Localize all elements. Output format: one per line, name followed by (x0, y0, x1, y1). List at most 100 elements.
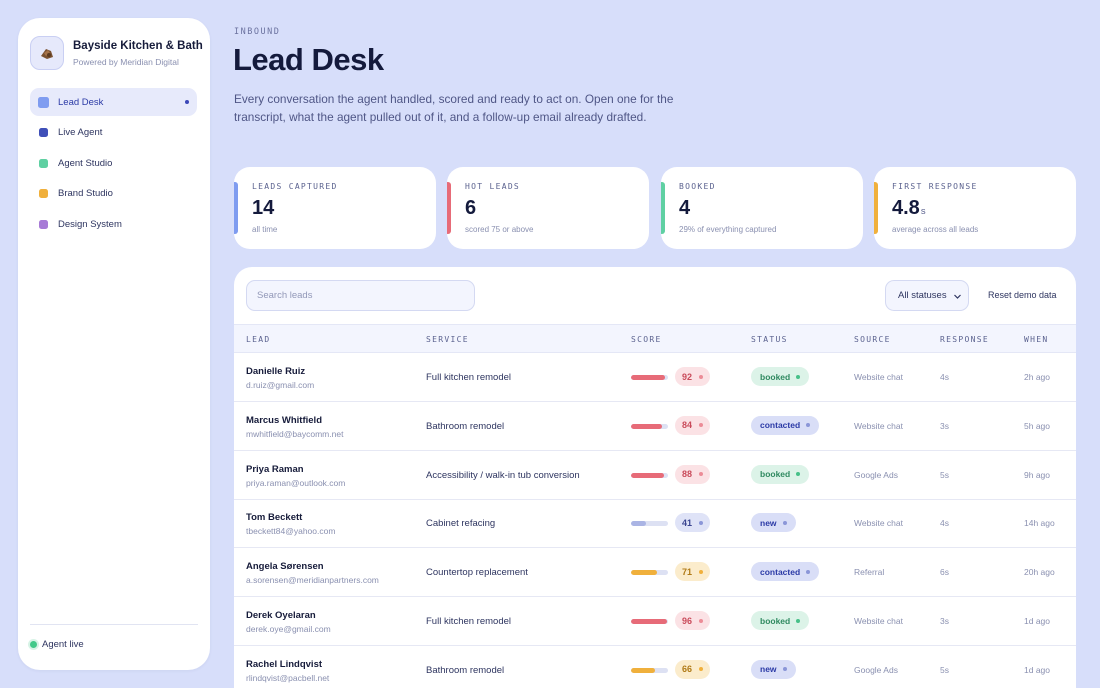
lead-name: Tom Beckett (246, 512, 303, 524)
table-row[interactable]: Rachel Lindqvist rlindqvist@pacbell.net Ba… (234, 646, 1076, 688)
page-eyebrow: INBOUND (234, 27, 281, 37)
score-badge: 96 (675, 611, 710, 630)
lead-email: mwhitfield@baycomm.net (246, 428, 344, 439)
status-filter-select[interactable]: All statuses (885, 280, 969, 311)
column-header-lead[interactable]: LEAD (246, 335, 271, 344)
agent-studio-icon (39, 158, 48, 168)
brand: Bayside Kitchen & Bath Powered by Meridi… (30, 36, 203, 70)
score-value: 96 (682, 615, 693, 626)
lead-when: 9h ago (1024, 469, 1050, 480)
lead-response: 4s (940, 372, 949, 382)
score-badge: 71 (675, 562, 710, 582)
stat-accent-bar (661, 182, 665, 234)
column-header-response[interactable]: RESPONSE (940, 335, 989, 344)
live-agent-icon (39, 128, 48, 137)
lead-service: Bathroom remodel (426, 664, 505, 676)
score-badge: 84 (675, 415, 710, 435)
lead-name: Marcus Whitfield (246, 414, 323, 426)
stat-accent-bar (447, 182, 451, 234)
table-row[interactable]: Tom Beckett tbeckett84@yahoo.com Cabinet r… (234, 499, 1076, 549)
sidebar-item-label: Design System (58, 218, 122, 230)
lead-email: priya.raman@outlook.com (246, 477, 346, 488)
sidebar-divider (30, 624, 198, 625)
stat-number: 4.8 (892, 197, 920, 219)
sidebar-item-lead-desk[interactable]: Lead Desk (30, 88, 197, 116)
lead-response: 5s (940, 664, 949, 675)
status-label: booked (760, 615, 791, 626)
search-input[interactable]: Search leads (246, 280, 475, 311)
lead-response: 6s (940, 567, 949, 578)
agent-status: Agent live (30, 639, 84, 650)
status-badge: contacted (751, 562, 820, 582)
stat-number: 14 (252, 197, 275, 219)
table-row[interactable]: Danielle Ruiz d.ruiz@gmail.com Full kitche… (234, 353, 1076, 402)
sidebar-nav: Lead Desk Live Agent Agent Studio Brand Stu… (30, 88, 197, 241)
score-bar-fill (631, 619, 667, 624)
stat-card: BOOKED 4 29% of everything captured (661, 167, 863, 249)
status-label: new (760, 664, 777, 675)
lead-email: derek.oye@gmail.com (246, 624, 331, 634)
sidebar-item-design-system[interactable]: Design System (30, 210, 197, 238)
brand-logo-icon (30, 36, 64, 70)
score-bar-fill (631, 570, 658, 576)
status-dot-icon (806, 569, 811, 574)
lead-when: 14h ago (1024, 518, 1055, 529)
score-dot-icon (699, 520, 704, 525)
lead-email: d.ruiz@gmail.com (246, 380, 315, 390)
agent-status-label: Agent live (42, 639, 84, 650)
status-badge: booked (751, 611, 810, 630)
score-badge: 88 (675, 464, 710, 484)
stat-note: scored 75 or above (465, 225, 534, 234)
table-row[interactable]: Angela Sørensen a.sorensen@meridianpartne… (234, 548, 1076, 598)
lead-email: tbeckett84@yahoo.com (246, 526, 336, 537)
table-row[interactable]: Marcus Whitfield mwhitfield@baycomm.net Ba… (234, 402, 1076, 451)
score-dot-icon (699, 472, 704, 477)
stat-note: all time (252, 225, 278, 234)
reset-demo-button[interactable]: Reset demo data (988, 290, 1057, 300)
chevron-down-icon (954, 294, 961, 299)
column-header-score[interactable]: SCORE (631, 335, 662, 344)
stat-value: 4 (679, 197, 690, 220)
score-bar-fill (631, 521, 647, 527)
score-bar (631, 570, 668, 576)
score-value: 66 (682, 664, 693, 675)
live-status-icon (30, 641, 37, 648)
lead-when: 5h ago (1024, 420, 1050, 431)
table-row[interactable]: Priya Raman priya.raman@outlook.com Access… (234, 451, 1076, 500)
stat-note: average across all leads (892, 225, 979, 234)
page-title: Lead Desk (233, 42, 384, 77)
sidebar-item-brand-studio[interactable]: Brand Studio (30, 180, 197, 208)
score-badge: 92 (675, 367, 710, 386)
sidebar-item-live-agent[interactable]: Live Agent (30, 119, 197, 147)
status-dot-icon (806, 423, 811, 428)
lead-name: Priya Raman (246, 463, 304, 475)
table-row[interactable]: Derek Oyelaran derek.oye@gmail.com Full ki… (234, 597, 1076, 646)
score-value: 88 (682, 469, 693, 480)
sidebar-item-agent-studio[interactable]: Agent Studio (30, 149, 197, 177)
stat-card: HOT LEADS 6 scored 75 or above (447, 167, 649, 249)
status-badge: booked (751, 367, 810, 386)
score-dot-icon (699, 667, 704, 672)
stat-note: 29% of everything captured (679, 225, 777, 234)
column-header-status[interactable]: STATUS (751, 335, 788, 344)
lead-response: 5s (940, 469, 949, 480)
lead-desk-icon (38, 96, 49, 108)
status-label: contacted (760, 420, 801, 431)
stat-label: FIRST RESPONSE (892, 182, 978, 191)
lead-source: Referral (854, 567, 885, 578)
lead-email: rlindqvist@pacbell.net (246, 672, 330, 683)
lead-source: Website chat (854, 420, 903, 431)
lead-when: 20h ago (1024, 567, 1055, 578)
score-bar-fill (631, 423, 663, 429)
score-value: 84 (682, 420, 693, 431)
stat-number: 6 (465, 197, 477, 219)
status-dot-icon (796, 472, 801, 477)
stat-number: 4 (679, 197, 691, 219)
score-value: 41 (682, 517, 693, 528)
column-header-when[interactable]: WHEN (1024, 335, 1049, 344)
column-header-source[interactable]: SOURCE (854, 335, 891, 344)
column-header-service[interactable]: SERVICE (426, 335, 469, 344)
design-system-icon (39, 219, 48, 229)
stat-label: BOOKED (679, 182, 716, 191)
status-dot-icon (796, 374, 801, 379)
